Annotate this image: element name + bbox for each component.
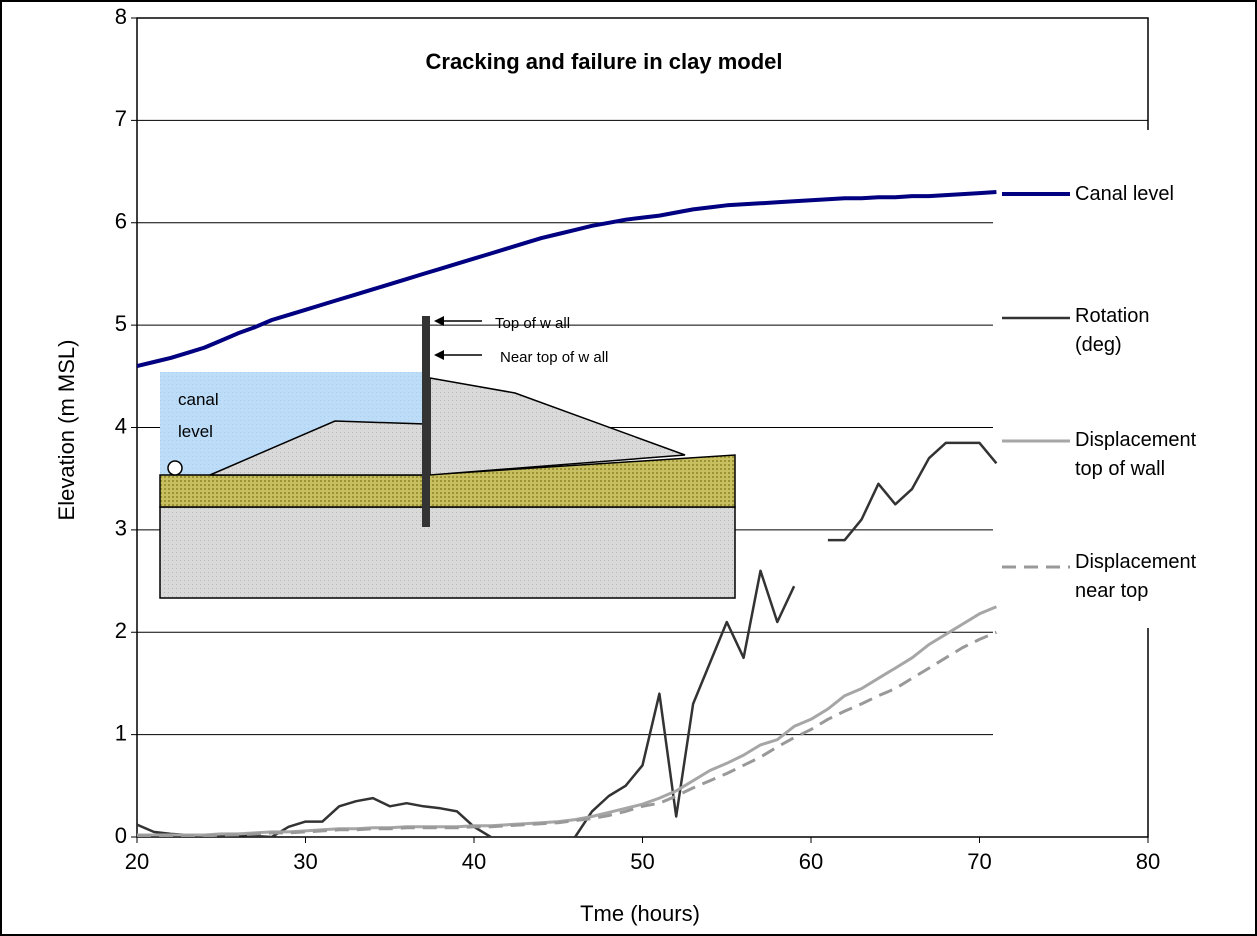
series-line [137, 190, 997, 369]
legend-box [996, 130, 1251, 628]
chart-title: Cracking and failure in clay model [426, 49, 783, 74]
y-tick-label: 3 [115, 516, 127, 541]
wall [422, 316, 430, 527]
y-tick-label: 2 [115, 618, 127, 643]
legend-label: Displacement near top [1075, 551, 1197, 602]
x-tick-label: 20 [125, 849, 149, 874]
annotation-text: canal level [178, 390, 219, 441]
x-tick-label: 70 [967, 849, 991, 874]
legend-label: Rotation (deg) [1075, 305, 1150, 356]
y-tick-label: 1 [115, 720, 127, 745]
legend-entry: Displacement top of wall [1075, 429, 1197, 480]
x-axis-label: Tme (hours) [580, 901, 700, 926]
x-tick-label: 30 [293, 849, 317, 874]
annotation: Top of w all [495, 315, 570, 332]
y-tick-label: 6 [115, 209, 127, 234]
legend-entry: Canal level [1075, 183, 1174, 205]
y-tick-label: 7 [115, 106, 127, 131]
y-axis-label: Elevation (m MSL) [54, 340, 79, 521]
legend-label: Displacement top of wall [1075, 429, 1197, 480]
piezometer [167, 460, 183, 476]
series-line [137, 630, 997, 837]
annotation: Near top of w all [500, 349, 608, 366]
legend-entry: Displacement near top [1075, 551, 1197, 602]
inset-diagram: canal level Top of w all Near top of w a… [159, 315, 736, 599]
legend-label: Canal level [1075, 183, 1174, 205]
x-tick-label: 60 [799, 849, 823, 874]
foundation [159, 506, 736, 599]
x-tick-label: 50 [630, 849, 654, 874]
arrow-head [434, 316, 444, 326]
y-tick-label: 0 [115, 823, 127, 848]
x-tick-label: 40 [462, 849, 486, 874]
y-tick-label: 5 [115, 311, 127, 336]
annotation: canal level [178, 390, 219, 441]
arrow-head [434, 350, 444, 360]
y-tick-label: 8 [115, 4, 127, 29]
legend-entry: Rotation (deg) [1075, 305, 1150, 356]
x-tick-label: 80 [1136, 849, 1160, 874]
y-tick-label: 4 [115, 413, 127, 438]
